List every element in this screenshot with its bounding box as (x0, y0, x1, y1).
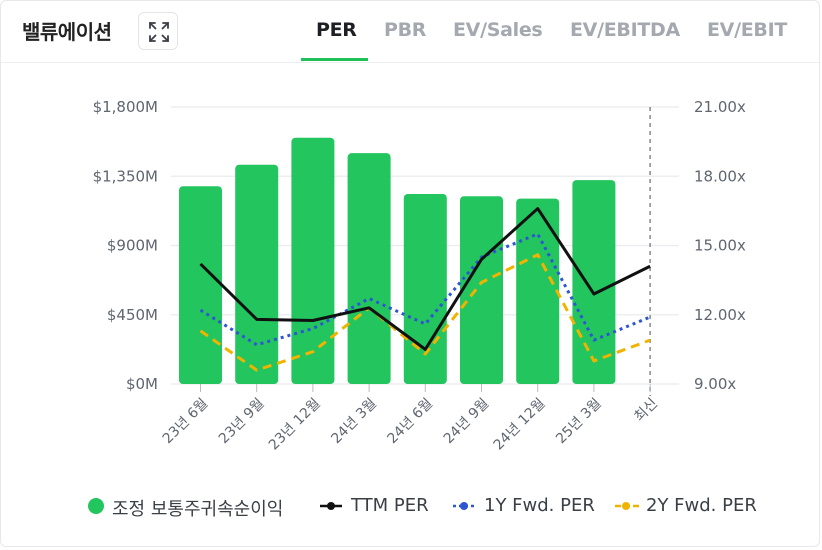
x-axis-tick-label: 최신 (631, 396, 661, 426)
legend-swatch-1y (453, 502, 475, 510)
series-line-3 (199, 253, 651, 372)
legend-label: TTM PER (351, 495, 429, 516)
legend-swatch-bar (88, 498, 104, 514)
legend-item-1y-fwd-per[interactable]: 1Y Fwd. PER (452, 492, 595, 522)
bar (403, 193, 447, 384)
x-axis-tick-label: 25년 3월 (553, 396, 605, 448)
right-axis-tick: 9.00x (694, 375, 736, 393)
left-axis-tick: $1,350M (93, 167, 158, 185)
right-axis-tick: 21.00x (694, 98, 746, 116)
right-axis-tick: 15.00x (694, 237, 746, 255)
series-line-1 (199, 207, 651, 351)
tab-per[interactable]: PER (316, 19, 357, 41)
left-axis-tick: $900M (107, 237, 158, 255)
legend-item-2y-fwd-per[interactable]: 2Y Fwd. PER (614, 492, 757, 522)
chart-legend: 조정 보통주귀속순이익 TTM PER 1Y Fwd. PER 2Y Fwd. … (1, 492, 821, 522)
expand-button[interactable] (138, 12, 178, 50)
right-axis-tick: 18.00x (694, 167, 746, 185)
bar (291, 137, 335, 384)
active-tab-indicator (301, 58, 368, 61)
legend-label: 1Y Fwd. PER (484, 495, 595, 516)
x-axis-tick-label: 24년 6월 (385, 396, 437, 448)
bar (460, 196, 503, 384)
legend-item-ttm-per[interactable]: TTM PER (319, 492, 429, 522)
legend-label: 2Y Fwd. PER (646, 495, 757, 516)
legend-label: 조정 보통주귀속순이익 (112, 499, 284, 520)
tab-ev-ebitda[interactable]: EV/EBITDA (570, 19, 680, 41)
valuation-chart: $0M 9.00x $450M 12.00x $900M 15.00x $1,350M 18.… (93, 98, 746, 454)
bar (516, 198, 560, 384)
expand-icon (149, 22, 169, 42)
left-axis-tick: $1,800M (93, 98, 158, 116)
left-axis-tick: $450M (107, 306, 158, 324)
tab-ev-sales[interactable]: EV/Sales (453, 19, 543, 41)
legend-swatch-2y (615, 502, 639, 510)
bar (347, 153, 391, 384)
x-axis-tick-label: 23년 12월 (266, 396, 324, 454)
legend-swatch-ttm (320, 502, 342, 510)
card-header: 밸류에이션 PER PBR EV/Sales EV/EBITDA EV/EBIT (1, 1, 821, 63)
x-axis-tick-label: 24년 9월 (441, 396, 493, 448)
tab-ev-ebit[interactable]: EV/EBIT (707, 19, 788, 41)
left-axis-tick: $0M (126, 375, 158, 393)
card-title: 밸류에이션 (22, 20, 112, 44)
x-axis-tick-label: 23년 6월 (160, 396, 212, 448)
x-axis-tick-label: 24년 3월 (328, 396, 380, 448)
bar (179, 186, 222, 384)
legend-item-net-income[interactable]: 조정 보통주귀속순이익 (87, 492, 283, 522)
x-axis-tick-label: 24년 12월 (491, 396, 549, 454)
x-axis-tick-label: 23년 9월 (216, 396, 268, 448)
tab-pbr[interactable]: PBR (384, 19, 427, 41)
bar (235, 164, 279, 384)
metric-tabs: PER PBR EV/Sales EV/EBITDA EV/EBIT (1, 1, 821, 62)
right-axis-tick: 12.00x (694, 306, 746, 324)
series-line-2 (199, 232, 651, 347)
bar (572, 180, 616, 384)
